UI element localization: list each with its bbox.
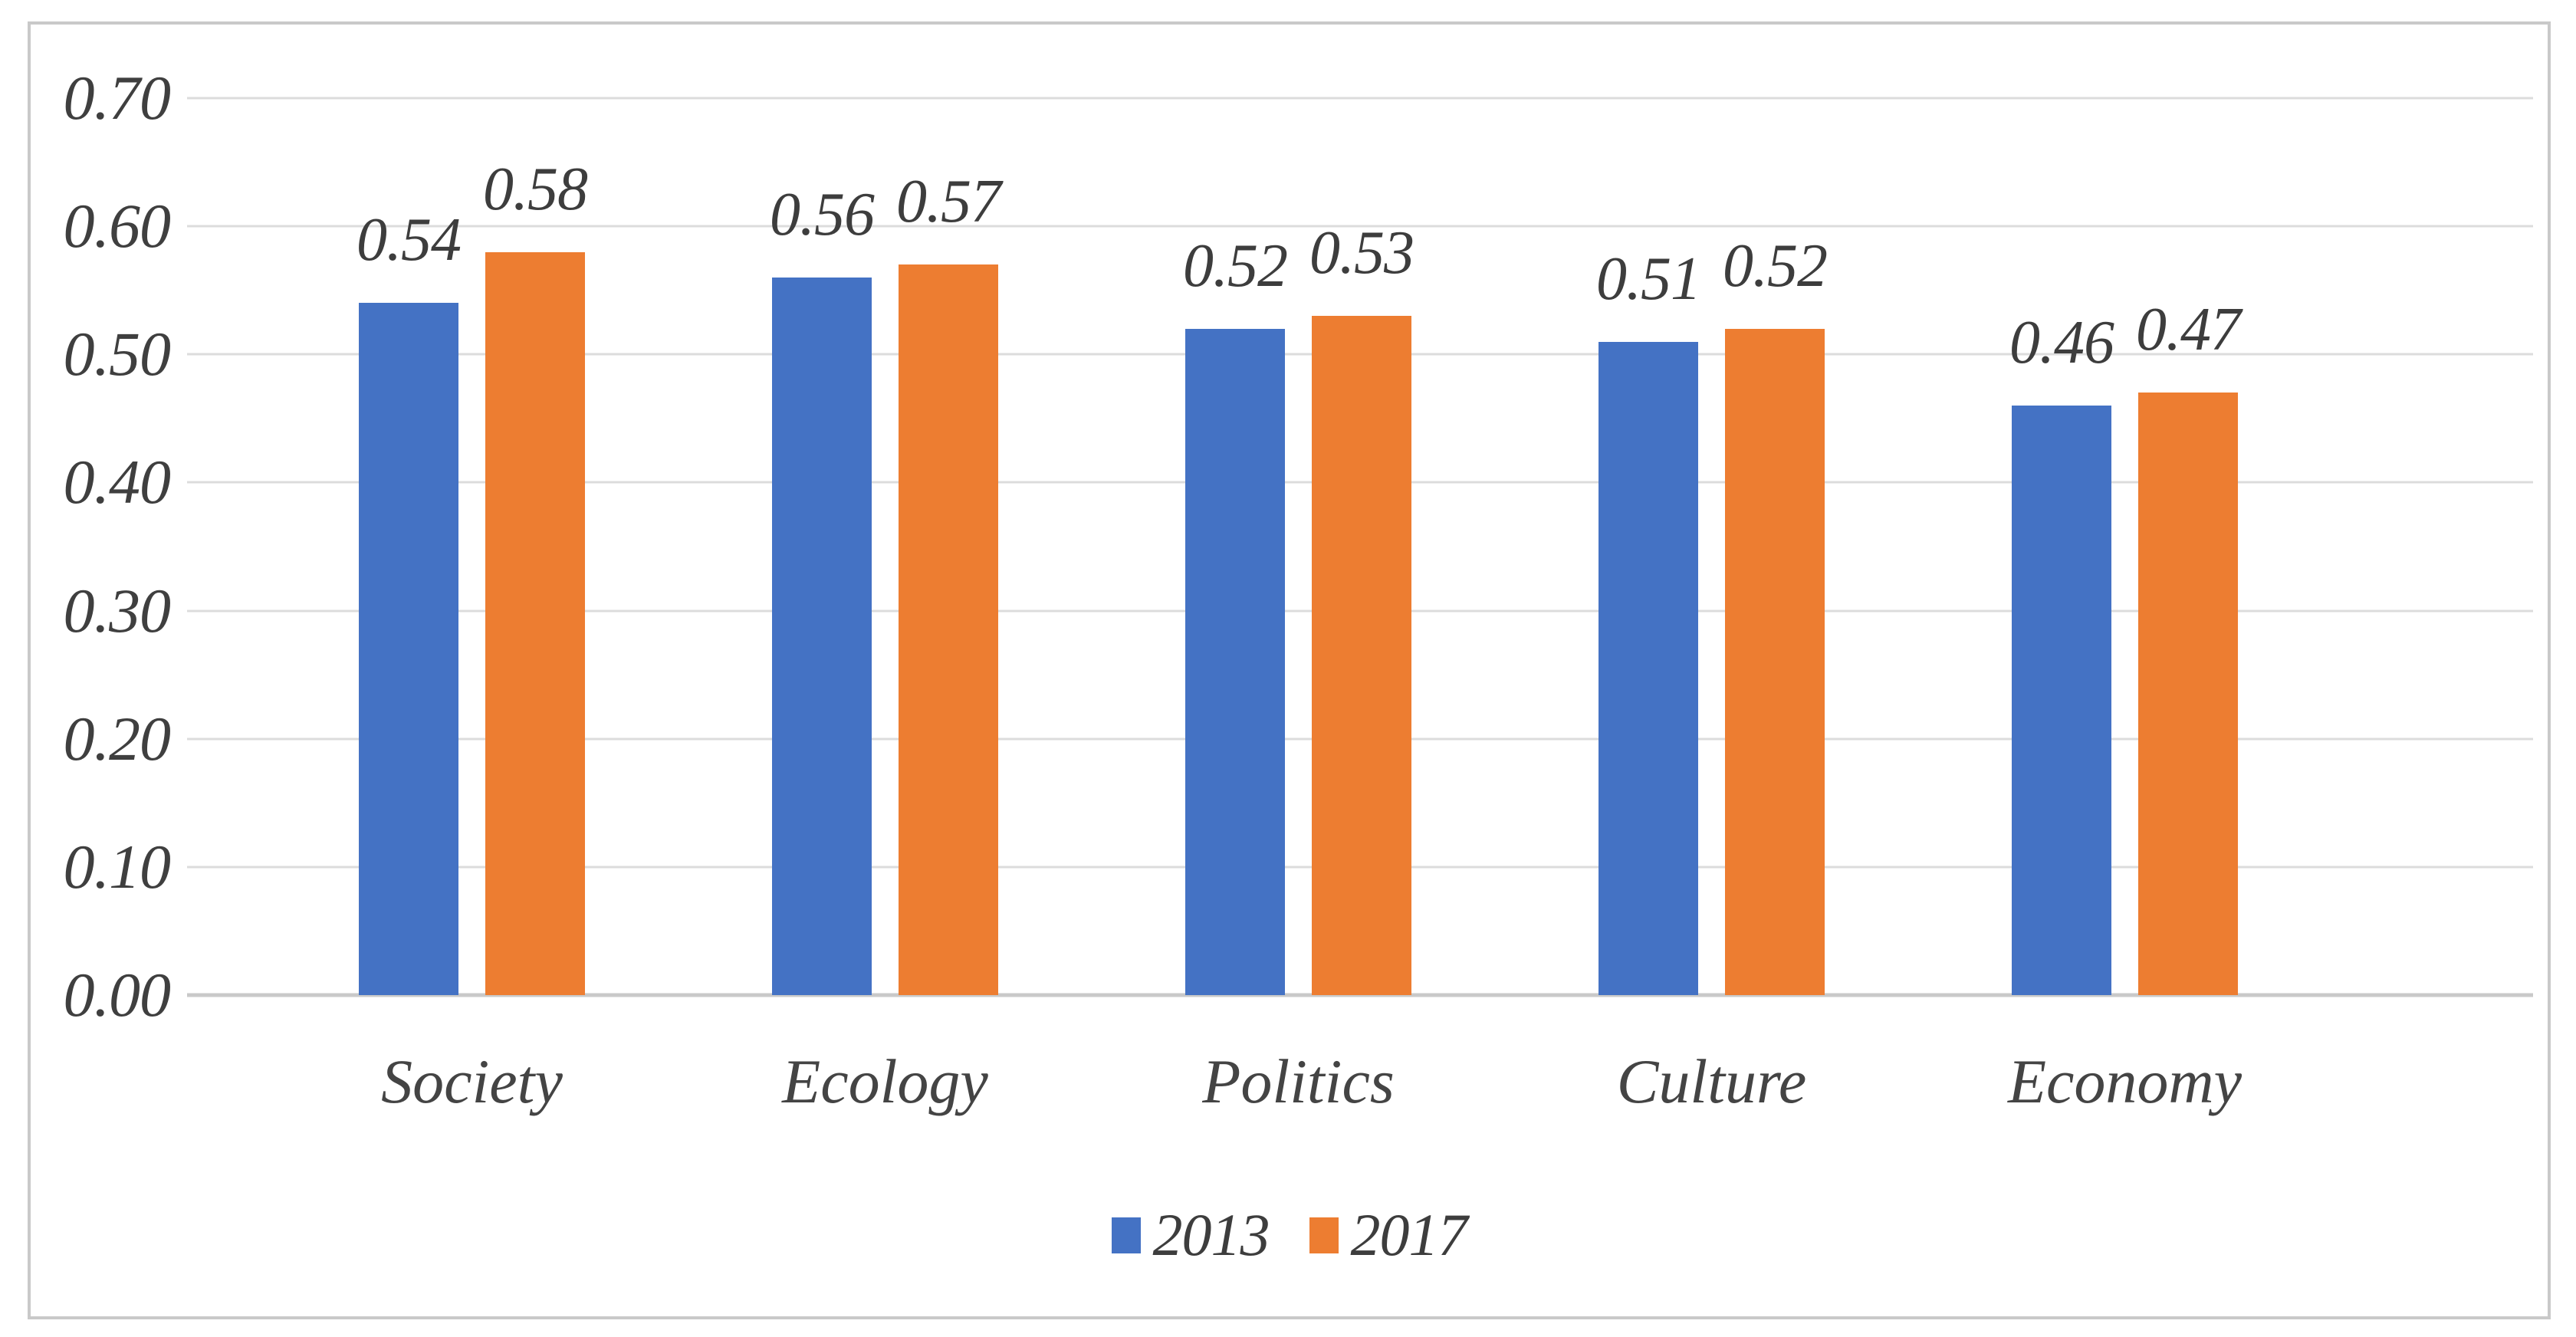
bar-2017-politics: [1312, 316, 1411, 995]
bar-value-label-2013-politics: 0.52: [1183, 232, 1288, 300]
bar-2013-society: [359, 303, 458, 995]
chart-frame: 0.70 0.60 0.50 0.40 0.30 0.20 0.10 0.00 0.54 0.5…: [28, 21, 2551, 1319]
legend-item-2013: 2013: [1111, 1201, 1270, 1268]
bar-value-label-2013-economy: 0.46: [2009, 309, 2114, 377]
legend-swatch-icon: [1309, 1217, 1339, 1253]
bar-group-society: 0.54 0.58 Society: [265, 98, 678, 1113]
bar-2013-politics: [1185, 328, 1285, 995]
gridline: [187, 225, 2533, 228]
bar-group-culture: 0.51 0.52 Culture: [1505, 98, 1918, 1113]
x-axis-category-label-ecology: Ecology: [782, 1046, 988, 1116]
bar-2013-economy: [2012, 406, 2111, 995]
x-axis-category-label-economy: Economy: [2007, 1046, 2242, 1116]
legend-item-2017: 2017: [1309, 1201, 1468, 1268]
x-axis-category-label-society: Society: [381, 1046, 563, 1116]
bar-2017-culture: [1725, 328, 1825, 995]
bar-group-politics: 0.52 0.53 Politics: [1092, 98, 1505, 1112]
bar-value-label-2013-society: 0.54: [356, 206, 462, 274]
bar-2013-ecology: [772, 278, 872, 995]
x-axis-category-label-politics: Politics: [1202, 1046, 1395, 1116]
bar-value-label-2017-ecology: 0.57: [896, 168, 1001, 236]
y-axis-tick-label: 0.00: [63, 960, 172, 1030]
y-axis-tick-label: 0.60: [63, 191, 172, 261]
bar-value-label-2017-politics: 0.53: [1309, 219, 1414, 287]
y-axis-tick-label: 0.20: [63, 703, 172, 774]
legend: 2013 2017: [31, 1205, 2548, 1265]
bar-2017-economy: [2138, 393, 2238, 995]
bar-value-label-2013-ecology: 0.56: [770, 181, 875, 248]
gridline: [187, 97, 2533, 100]
bar-2013-culture: [1598, 341, 1698, 995]
legend-label: 2013: [1152, 1201, 1270, 1268]
x-axis-category-label-culture: Culture: [1616, 1046, 1807, 1116]
bar-groups: 0.54 0.58 Society 0.56 0.57 Ecology 0.52 0.53 Po…: [265, 98, 2331, 1113]
legend-label: 2017: [1350, 1201, 1468, 1268]
y-axis-tick-label: 0.50: [63, 319, 172, 389]
bar-value-label-2013-culture: 0.51: [1596, 245, 1701, 313]
y-axis-tick-label: 0.70: [63, 63, 172, 133]
bar-2017-society: [485, 251, 585, 995]
bar-group-ecology: 0.56 0.57 Ecology: [678, 98, 1092, 1112]
y-axis-tick-label: 0.30: [63, 575, 172, 646]
bar-2017-ecology: [899, 264, 998, 995]
y-axis-tick-label: 0.10: [63, 831, 172, 902]
bar-group-economy: 0.46 0.47 Economy: [1918, 98, 2331, 1112]
y-axis-tick-label: 0.40: [63, 447, 172, 517]
bar-value-label-2017-culture: 0.52: [1723, 232, 1828, 300]
bar-value-label-2017-economy: 0.47: [2136, 296, 2241, 364]
legend-swatch-icon: [1111, 1217, 1141, 1253]
bar-value-label-2017-society: 0.58: [483, 155, 588, 223]
x-axis-baseline: [187, 993, 2533, 997]
plot-area: 0.70 0.60 0.50 0.40 0.30 0.20 0.10 0.00 0.54 0.5…: [64, 67, 2533, 1113]
